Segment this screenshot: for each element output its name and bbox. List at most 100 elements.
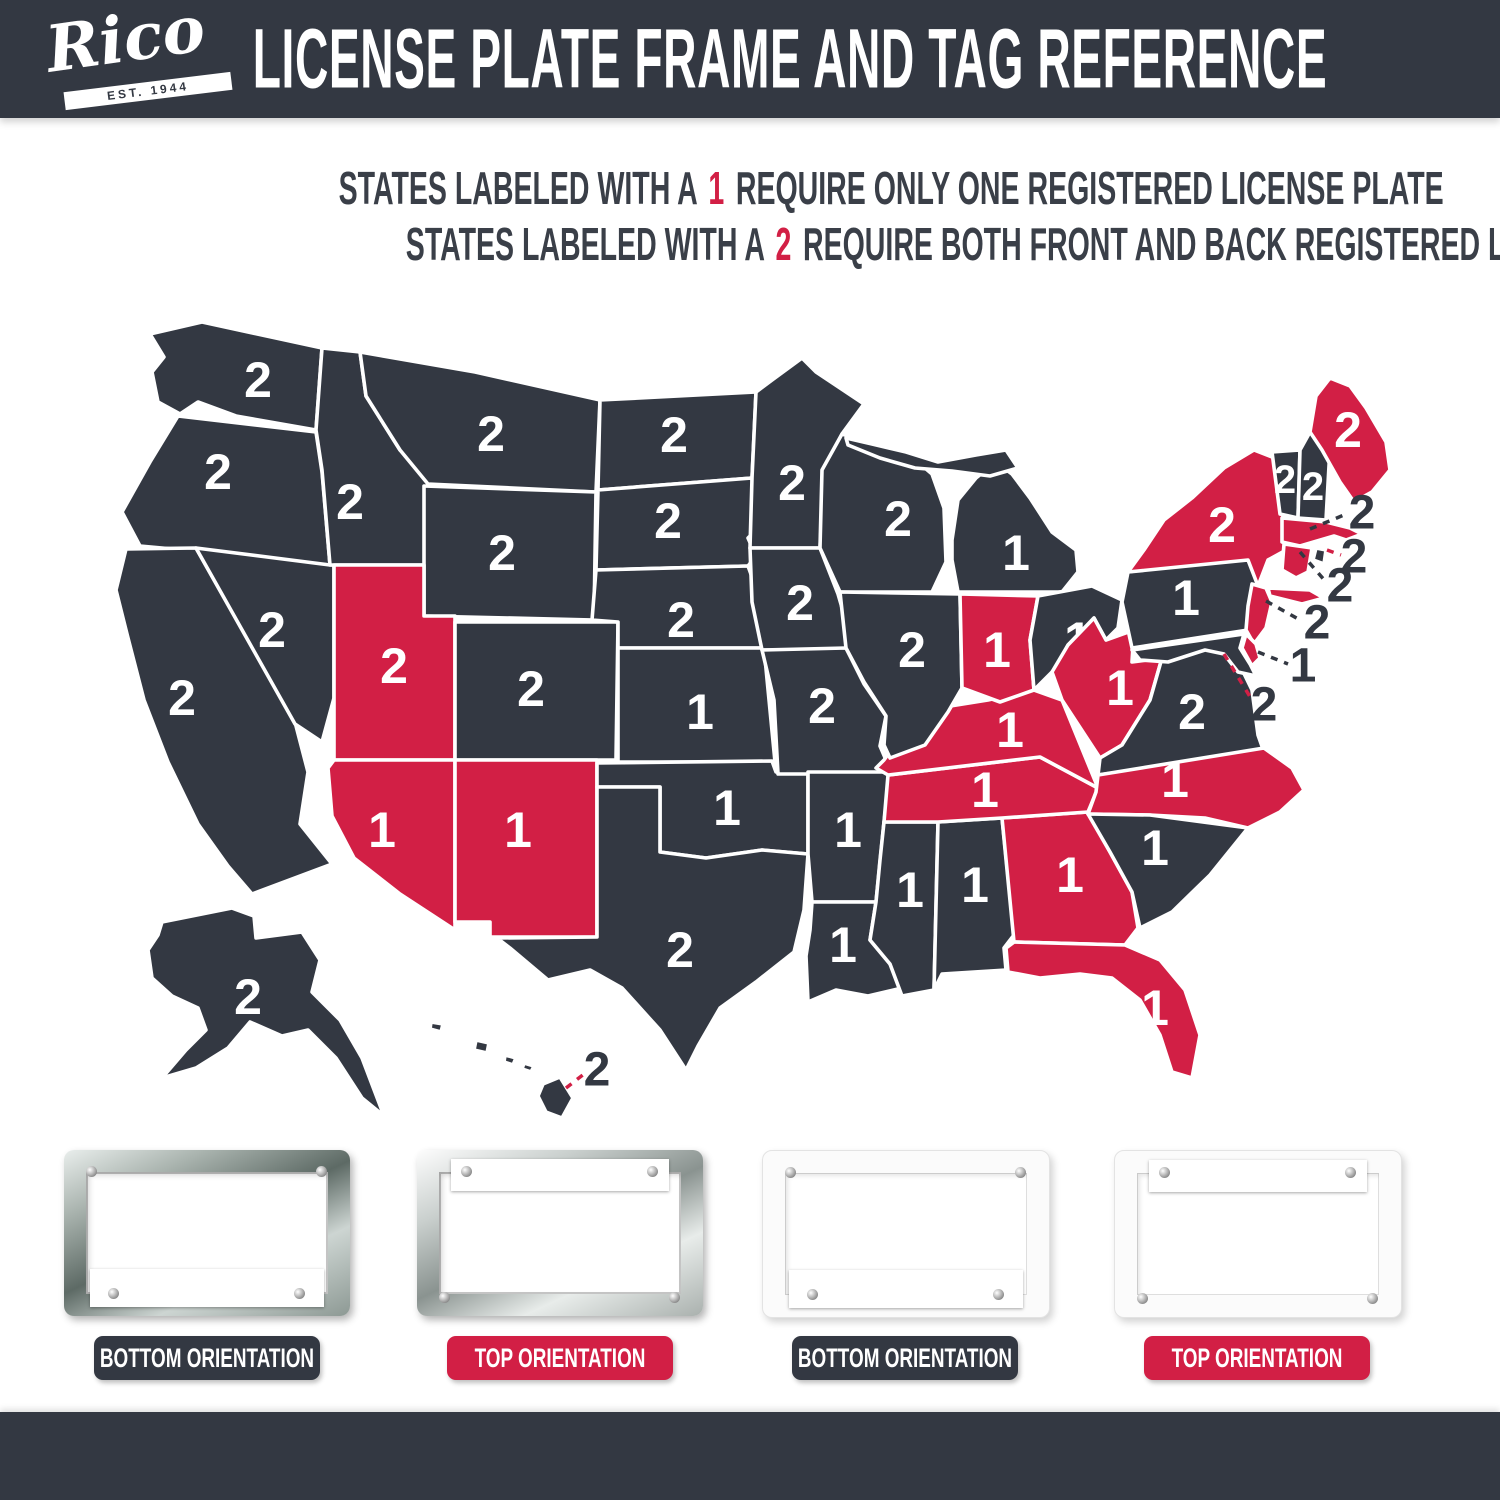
chrome-top-frame-screw-3 (439, 1292, 450, 1303)
legend-line-2: STATES LABELED WITH A 2 REQUIRE BOTH FRO… (0, 216, 1500, 272)
white-top-frame-screw-1 (1159, 1167, 1170, 1178)
state-wa-count: 2 (244, 352, 272, 408)
state-ar-count: 1 (834, 802, 862, 858)
state-al-count: 1 (961, 857, 989, 913)
state-ny-count: 2 (1208, 497, 1236, 553)
header-bar: Rico EST. 1944 LICENSE PLATE FRAME AND T… (0, 0, 1500, 118)
state-la-count: 1 (829, 917, 857, 973)
state-tn-count: 1 (971, 762, 999, 818)
white-bottom-frame-screw-3 (785, 1167, 796, 1178)
chrome-top-frame-opening (439, 1172, 681, 1294)
callout-nj-count: 2 (1304, 597, 1331, 650)
state-ut-count: 2 (380, 638, 408, 694)
white-bottom-frame-label-text: BOTTOM ORIENTATION (797, 1342, 1013, 1373)
white-bottom-frame-text-banner (789, 1270, 1023, 1308)
state-wa (148, 320, 324, 432)
chrome-bottom-frame-label-text: BOTTOM ORIENTATION (99, 1342, 315, 1373)
callout-hi-count: 2 (584, 1044, 611, 1097)
state-ca-count: 2 (168, 670, 196, 726)
state-nv-count: 2 (258, 602, 286, 658)
chrome-top-frame (417, 1150, 703, 1316)
state-ia-count: 2 (786, 575, 814, 631)
state-ks (616, 646, 777, 764)
callout-ct-count: 2 (1327, 560, 1354, 613)
chrome-top-frame-label-text: TOP ORIENTATION (474, 1342, 646, 1373)
state-wv-count: 1 (1106, 660, 1134, 716)
state-ct (1280, 542, 1314, 580)
legend-line-1: STATES LABELED WITH A 1 REQUIRE ONLY ONE… (0, 160, 1500, 216)
state-tx-count: 2 (666, 922, 694, 978)
state-ky-count: 1 (996, 702, 1024, 758)
white-top-frame-label: TOP ORIENTATION (1144, 1336, 1370, 1380)
chrome-bottom-frame-label: BOTTOM ORIENTATION (94, 1336, 320, 1380)
state-nm-count: 1 (504, 802, 532, 858)
callout-line-md (1222, 653, 1254, 701)
state-co (453, 620, 620, 762)
michigan-upper-peninsula (844, 436, 1020, 478)
callout-line-ri (1326, 548, 1342, 557)
chrome-bottom-frame-screw-4 (316, 1166, 327, 1177)
state-nc-count: 1 (1161, 752, 1189, 808)
white-top-frame-screw-4 (1367, 1293, 1378, 1304)
chrome-bottom-frame-screw-2 (294, 1288, 305, 1299)
state-md (1130, 632, 1258, 678)
legend-line2-number: 2 (775, 218, 792, 270)
callout-ma-count: 2 (1349, 487, 1376, 540)
state-az-count: 1 (368, 802, 396, 858)
state-ca (114, 546, 334, 896)
callout-line-ma (1309, 513, 1345, 531)
hawaii-island-molokai (502, 1053, 518, 1067)
chrome-top-frame-text-banner (451, 1159, 669, 1191)
state-nh-count: 2 (1302, 465, 1324, 509)
state-mi (950, 460, 1080, 594)
state-mo-count: 2 (808, 678, 836, 734)
state-or-count: 2 (204, 444, 232, 500)
state-ak-count: 2 (234, 969, 262, 1025)
white-bottom-frame-screw-1 (807, 1289, 818, 1300)
state-wy-count: 2 (488, 525, 516, 581)
state-id-count: 2 (336, 474, 364, 530)
state-mi-count: 1 (1002, 525, 1030, 581)
callout-line-ct (1298, 550, 1328, 584)
state-ne-count: 2 (667, 592, 695, 648)
legend-line1-prefix: STATES LABELED WITH A (338, 162, 697, 214)
white-top-frame-screw-2 (1345, 1167, 1356, 1178)
state-ks-count: 1 (686, 684, 714, 740)
callout-md-count: 2 (1251, 679, 1278, 732)
state-ga-count: 1 (1056, 847, 1084, 903)
state-me (1308, 376, 1392, 504)
chrome-bottom-frame-screw-1 (108, 1288, 119, 1299)
callout-line-de (1257, 650, 1289, 666)
callout-line-nj (1265, 599, 1301, 622)
page-title: LICENSE PLATE FRAME AND TAG REFERENCE (252, 11, 1328, 106)
white-bottom-frame-screw-4 (1015, 1167, 1026, 1178)
state-me-count: 2 (1334, 402, 1362, 458)
white-top-frame-text-banner (1149, 1160, 1367, 1192)
state-pa-count: 1 (1172, 570, 1200, 626)
legend: STATES LABELED WITH A 1 REQUIRE ONLY ONE… (0, 160, 1500, 272)
chrome-top-frame-screw-2 (647, 1166, 658, 1177)
white-bottom-frame-label: BOTTOM ORIENTATION (792, 1336, 1018, 1380)
hawaii-island-oahu (472, 1038, 491, 1055)
legend-line1-suffix: REQUIRE ONLY ONE REGISTERED LICENSE PLAT… (735, 162, 1444, 214)
state-sc-count: 1 (1141, 820, 1169, 876)
state-sd-count: 2 (654, 493, 682, 549)
hawaii-island-kauai (428, 1020, 445, 1034)
state-ak (146, 906, 386, 1118)
white-top-frame (1114, 1150, 1402, 1318)
state-tx (495, 785, 810, 1072)
state-in-count: 1 (983, 622, 1011, 678)
white-top-frame-screw-3 (1137, 1293, 1148, 1304)
state-ok-count: 1 (713, 780, 741, 836)
chrome-bottom-frame-text-banner (90, 1269, 324, 1307)
state-hi (536, 1075, 575, 1120)
state-va-count: 2 (1178, 684, 1206, 740)
state-fl (1004, 940, 1202, 1080)
state-ms-count: 1 (896, 862, 924, 918)
white-top-frame-label-text: TOP ORIENTATION (1171, 1342, 1343, 1373)
chrome-top-frame-label: TOP ORIENTATION (447, 1336, 673, 1380)
state-mn-count: 2 (778, 455, 806, 511)
state-de (1240, 632, 1262, 668)
state-sc (1086, 812, 1250, 930)
